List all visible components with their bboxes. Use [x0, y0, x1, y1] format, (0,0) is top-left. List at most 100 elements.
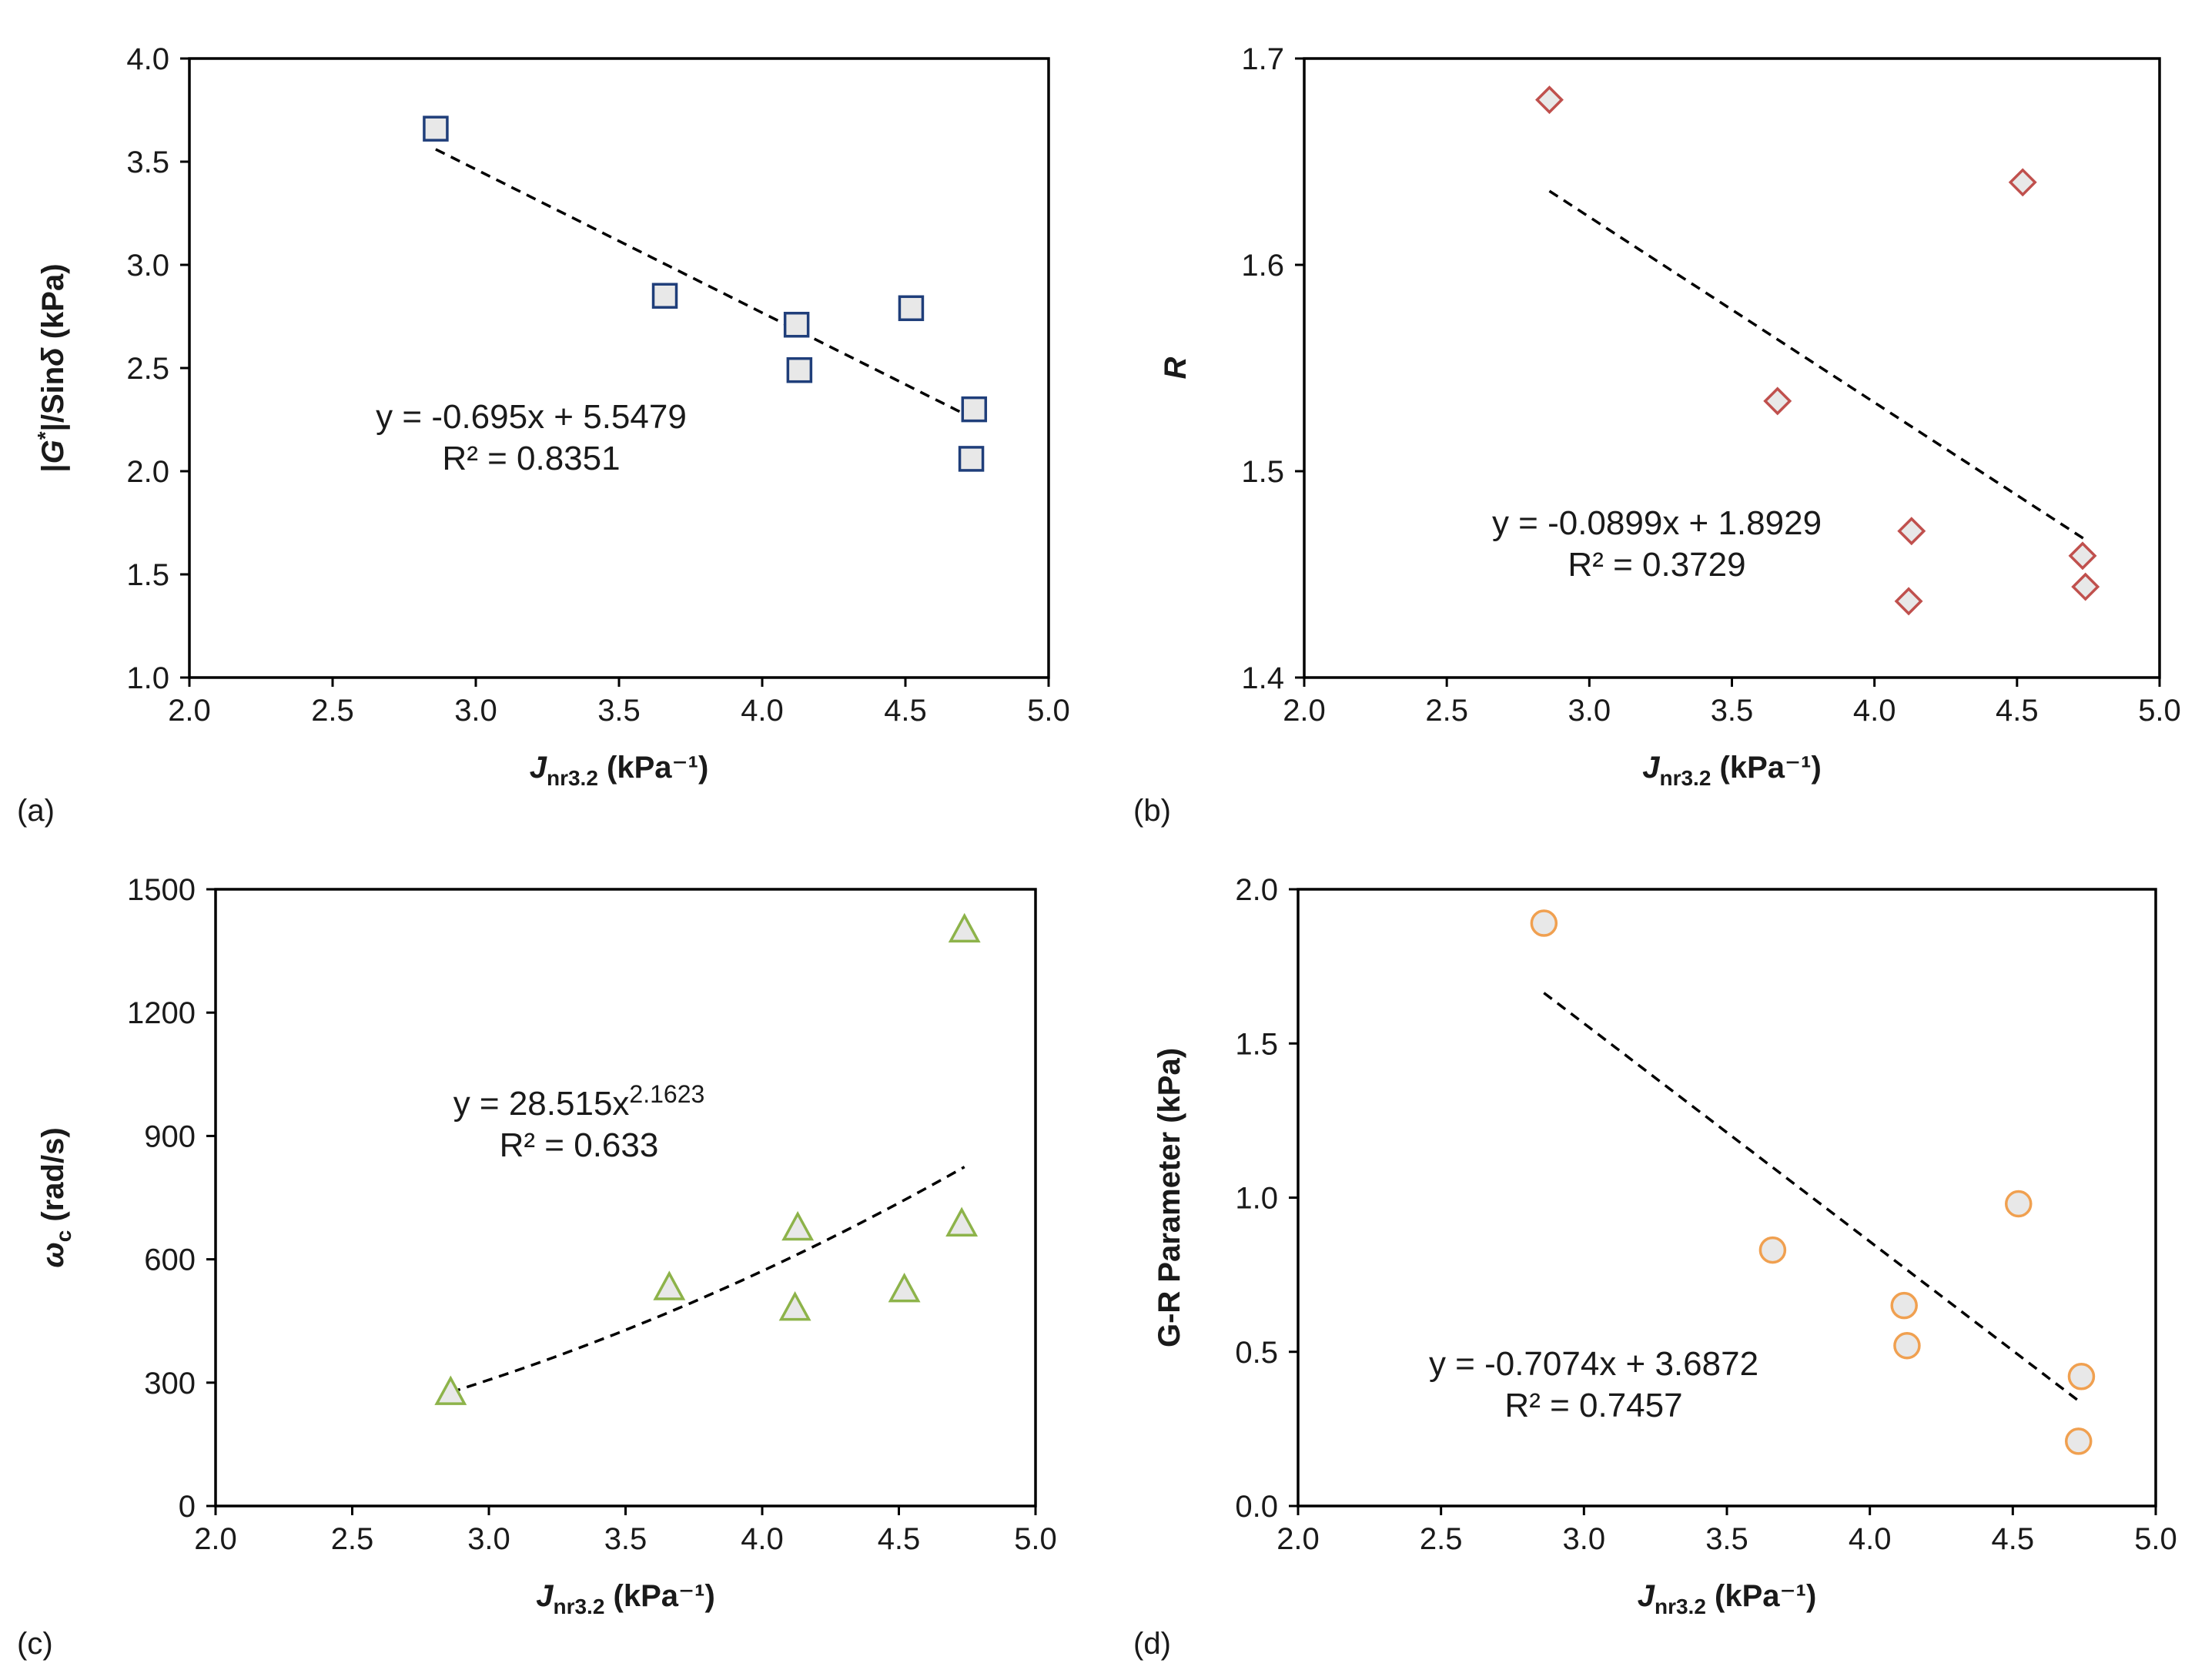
x-tick-label: 4.0: [1853, 694, 1896, 728]
y-tick-label: 1.5: [126, 558, 169, 592]
y-axis-label-symbol: G: [36, 440, 70, 464]
y-axis-label-prefix: G-R Parameter (kPa): [1153, 1048, 1186, 1347]
plot-frame: [188, 57, 1050, 679]
plot-frame: [214, 888, 1037, 1508]
trend-r-squared: R² = 0.633: [500, 1126, 659, 1164]
x-tick-label: 5.0: [2134, 1522, 2177, 1556]
panel-a: 2.0 2.5 3.0 3.5 4.0 4.5 5.0 1.0 1.5 2.0 2.5 3.0 3.5 4…: [17, 42, 1070, 828]
data-point-diamond: [1763, 387, 1792, 416]
x-axis-label-unit: (kPa⁻¹): [1711, 751, 1821, 785]
x-axis-label-unit: (kPa⁻¹): [598, 751, 708, 785]
x-axis-label-sub: nr3.2: [553, 1595, 604, 1618]
x-tick-label: 2.5: [1425, 694, 1468, 728]
trend-equation: y = -0.0899x + 1.8929: [1492, 504, 1822, 542]
x-tick-label: 3.5: [604, 1522, 647, 1556]
trend-r-squared: R² = 0.7457: [1504, 1387, 1682, 1424]
data-point-circle: [2067, 1363, 2096, 1391]
x-axis-label-main: J: [1642, 751, 1660, 785]
y-tick-label: 0: [179, 1490, 196, 1524]
y-axis-label: R: [1159, 356, 1193, 379]
x-tick-label: 3.0: [467, 1522, 510, 1556]
x-tick-label: 3.0: [1563, 1522, 1606, 1556]
data-point-diamond: [2071, 572, 2100, 601]
x-axis-label: Jnr3.2 (kPa⁻¹): [530, 751, 709, 790]
panel-d: 2.0 2.5 3.0 3.5 4.0 4.5 5.0 0.0 0.5 1.0 1.5 2.0 Jnr3…: [1133, 873, 2177, 1661]
x-tick-label: 4.5: [1996, 694, 2039, 728]
trend-equation-text: y = -0.0899x + 1.8929: [1492, 504, 1822, 542]
data-point-circle: [1893, 1331, 1921, 1360]
data-point-triangle: [888, 1272, 921, 1303]
y-tick-label: 1200: [127, 996, 196, 1030]
x-tick-label: 3.0: [1568, 694, 1611, 728]
data-point-square: [961, 396, 988, 423]
x-tick-label: 3.0: [454, 694, 497, 728]
data-point-square: [423, 115, 449, 142]
data-point-square: [783, 311, 810, 338]
panel-c: 2.0 2.5 3.0 3.5 4.0 4.5 5.0 0 300 600 900 1200 1500 J…: [17, 873, 1057, 1661]
x-tick-label: 2.5: [1420, 1522, 1463, 1556]
plot-frame: [1303, 57, 2161, 679]
x-tick-label: 5.0: [2138, 694, 2181, 728]
y-tick-label: 3.0: [126, 249, 169, 283]
x-axis-label: Jnr3.2 (kPa⁻¹): [536, 1579, 715, 1618]
data-point-diamond: [1894, 587, 1923, 616]
x-tick-label: 2.5: [311, 694, 354, 728]
y-tick-label: 1.5: [1241, 455, 1284, 489]
trend-equation-text: y = 28.515x: [453, 1085, 630, 1123]
y-axis-label-prefix: |: [36, 464, 70, 472]
y-tick-label: 2.0: [126, 455, 169, 489]
data-point-triangle: [781, 1210, 815, 1241]
x-axis-label-sub: nr3.2: [547, 766, 598, 790]
x-axis-label-sub: nr3.2: [1655, 1595, 1706, 1618]
x-axis-label-main: J: [536, 1579, 554, 1613]
x-tick-label: 2.0: [1277, 1522, 1320, 1556]
x-tick-label: 3.5: [597, 694, 641, 728]
trend-equation-exponent: 2.1623: [629, 1080, 704, 1108]
data-point-triangle: [434, 1375, 467, 1405]
trend-r-squared: R² = 0.3729: [1568, 546, 1745, 584]
y-tick-label: 1.0: [1235, 1182, 1278, 1216]
data-point-square: [898, 295, 925, 322]
x-tick-label: 2.0: [194, 1522, 237, 1556]
x-tick-label: 4.0: [1849, 1522, 1892, 1556]
data-point-circle: [1530, 909, 1558, 937]
x-tick-label: 3.5: [1711, 694, 1754, 728]
x-tick-label: 4.5: [878, 1522, 921, 1556]
data-point-circle: [2005, 1190, 2033, 1218]
x-tick-label: 2.0: [168, 694, 211, 728]
data-point-diamond: [2068, 541, 2097, 571]
y-tick-label: 0.5: [1235, 1336, 1278, 1370]
x-axis-label-main: J: [530, 751, 547, 785]
panel-label: (b): [1133, 794, 1171, 828]
x-tick-label: 4.5: [1992, 1522, 2035, 1556]
y-axis-label-sub: c: [52, 1230, 75, 1243]
x-axis-label-unit: (kPa⁻¹): [604, 1579, 714, 1613]
panel-b: 2.0 2.5 3.0 3.5 4.0 4.5 5.0 1.4 1.5 1.6 1.7 Jnr3.2 …: [1133, 42, 2181, 828]
y-tick-label: 1.4: [1241, 661, 1284, 695]
trendline: [1543, 992, 2083, 1404]
y-tick-label: 1.5: [1235, 1027, 1278, 1061]
y-tick-label: 300: [144, 1367, 196, 1401]
x-axis-label-sub: nr3.2: [1659, 766, 1711, 790]
y-axis-label-unit: (kPa): [36, 263, 70, 347]
x-axis-label-unit: (kPa⁻¹): [1706, 1579, 1816, 1613]
panel-label: (d): [1133, 1627, 1171, 1661]
y-tick-label: 3.5: [126, 146, 169, 179]
y-tick-label: 900: [144, 1119, 196, 1153]
trendline: [1548, 189, 2086, 541]
data-point-triangle: [945, 1206, 979, 1237]
data-point-square: [786, 356, 813, 383]
trend-equation: y = -0.695x + 5.5479: [376, 398, 687, 436]
data-point-diamond: [1897, 517, 1926, 546]
trend-equation-text: y = -0.7074x + 3.6872: [1429, 1345, 1758, 1383]
trend-equation: y = 28.515x2.1623: [453, 1080, 705, 1123]
data-point-square: [651, 283, 678, 309]
data-point-circle: [1758, 1236, 1787, 1264]
y-tick-label: 4.0: [126, 42, 169, 76]
data-point-circle: [2064, 1427, 2093, 1455]
y-axis-label-symbol: ω: [36, 1242, 70, 1267]
y-axis-label: ωc (rad/s): [36, 1127, 75, 1267]
x-tick-label: 4.0: [741, 694, 784, 728]
trendline: [435, 148, 975, 420]
